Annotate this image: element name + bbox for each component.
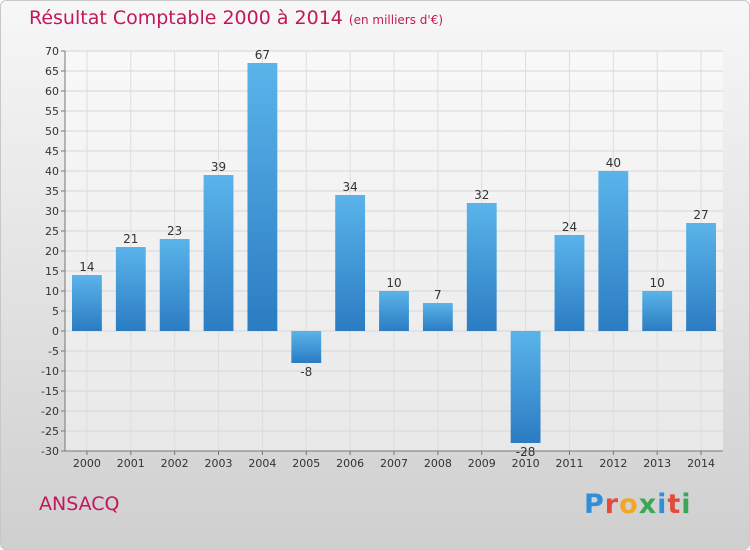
y-tick-label: 40 xyxy=(45,165,59,178)
bar-2009[interactable] xyxy=(466,203,497,331)
y-tick-label: -25 xyxy=(41,425,59,438)
x-tick-label-2007: 2007 xyxy=(380,457,408,470)
bar-2014[interactable] xyxy=(686,223,716,331)
y-tick-label: 50 xyxy=(45,125,59,138)
bar-2012[interactable] xyxy=(598,171,629,331)
y-tick-label: 35 xyxy=(45,185,59,198)
value-label-2014: 27 xyxy=(693,208,708,222)
bar-2007[interactable] xyxy=(379,291,409,331)
value-label-2010: -28 xyxy=(516,445,536,459)
logo-letter: r xyxy=(604,489,620,520)
x-tick-label-2012: 2012 xyxy=(599,457,627,470)
x-tick-label-2001: 2001 xyxy=(117,457,145,470)
x-tick-label-2003: 2003 xyxy=(205,457,233,470)
y-tick-label: -10 xyxy=(41,365,59,378)
bar-2006[interactable] xyxy=(335,195,366,331)
logo-letter: P xyxy=(584,489,605,520)
x-tick-label-2011: 2011 xyxy=(555,457,583,470)
x-tick-label-2002: 2002 xyxy=(161,457,189,470)
value-label-2011: 24 xyxy=(562,220,577,234)
value-label-2001: 21 xyxy=(123,232,138,246)
bar-2003[interactable] xyxy=(203,175,234,331)
y-tick-label: 15 xyxy=(45,265,59,278)
y-tick-label: 55 xyxy=(45,105,59,118)
value-label-2013: 10 xyxy=(650,276,665,290)
y-tick-label: 65 xyxy=(45,65,59,78)
bar-2013[interactable] xyxy=(642,291,673,331)
proxiti-logo[interactable]: Proxiti xyxy=(584,489,692,520)
x-tick-label-2009: 2009 xyxy=(468,457,496,470)
bar-2000[interactable] xyxy=(72,275,102,331)
y-tick-label: 20 xyxy=(45,245,59,258)
x-tick-label-2005: 2005 xyxy=(292,457,320,470)
bar-2004[interactable] xyxy=(247,63,278,331)
value-label-2007: 10 xyxy=(386,276,401,290)
value-label-2012: 40 xyxy=(606,156,621,170)
town-name: ANSACQ xyxy=(39,493,120,515)
y-tick-label: 70 xyxy=(45,45,59,58)
bar-2008[interactable] xyxy=(422,303,453,331)
bar-2010[interactable] xyxy=(510,331,541,443)
chart-title-text: Résultat Comptable 2000 à 2014 xyxy=(29,7,343,29)
x-tick-label-2010: 2010 xyxy=(512,457,540,470)
y-tick-label: -30 xyxy=(41,445,59,458)
x-tick-label-2000: 2000 xyxy=(73,457,101,470)
x-tick-label-2008: 2008 xyxy=(424,457,452,470)
value-label-2000: 14 xyxy=(79,260,94,274)
y-tick-label: 30 xyxy=(45,205,59,218)
value-label-2004: 67 xyxy=(255,48,270,62)
bar-2011[interactable] xyxy=(554,235,585,331)
x-tick-label-2006: 2006 xyxy=(336,457,364,470)
y-tick-label: 45 xyxy=(45,145,59,158)
y-tick-label: -20 xyxy=(41,405,59,418)
logo-letter: t xyxy=(667,489,682,520)
x-tick-label-2014: 2014 xyxy=(687,457,715,470)
value-label-2005: -8 xyxy=(300,365,312,379)
logo-letter: x xyxy=(638,489,658,520)
logo-letter: i xyxy=(681,489,692,520)
y-tick-label: 5 xyxy=(52,305,59,318)
value-label-2008: 7 xyxy=(434,288,442,302)
logo-letter: i xyxy=(657,489,668,520)
bar-2005[interactable] xyxy=(291,331,322,363)
y-tick-label: 60 xyxy=(45,85,59,98)
x-tick-label-2013: 2013 xyxy=(643,457,671,470)
value-label-2003: 39 xyxy=(211,160,226,174)
bar-2001[interactable] xyxy=(115,247,146,331)
y-tick-label: 25 xyxy=(45,225,59,238)
y-tick-label: -15 xyxy=(41,385,59,398)
bar-2002[interactable] xyxy=(159,239,190,331)
chart-subtitle: (en milliers d'€) xyxy=(348,13,444,27)
x-tick-label-2004: 2004 xyxy=(248,457,276,470)
y-tick-label: -5 xyxy=(48,345,59,358)
value-label-2009: 32 xyxy=(474,188,489,202)
logo-letter: o xyxy=(619,489,639,520)
chart-title: Résultat Comptable 2000 à 2014 (en millie… xyxy=(29,7,443,29)
value-label-2002: 23 xyxy=(167,224,182,238)
y-tick-label: 0 xyxy=(52,325,59,338)
y-tick-label: 10 xyxy=(45,285,59,298)
value-label-2006: 34 xyxy=(342,180,357,194)
